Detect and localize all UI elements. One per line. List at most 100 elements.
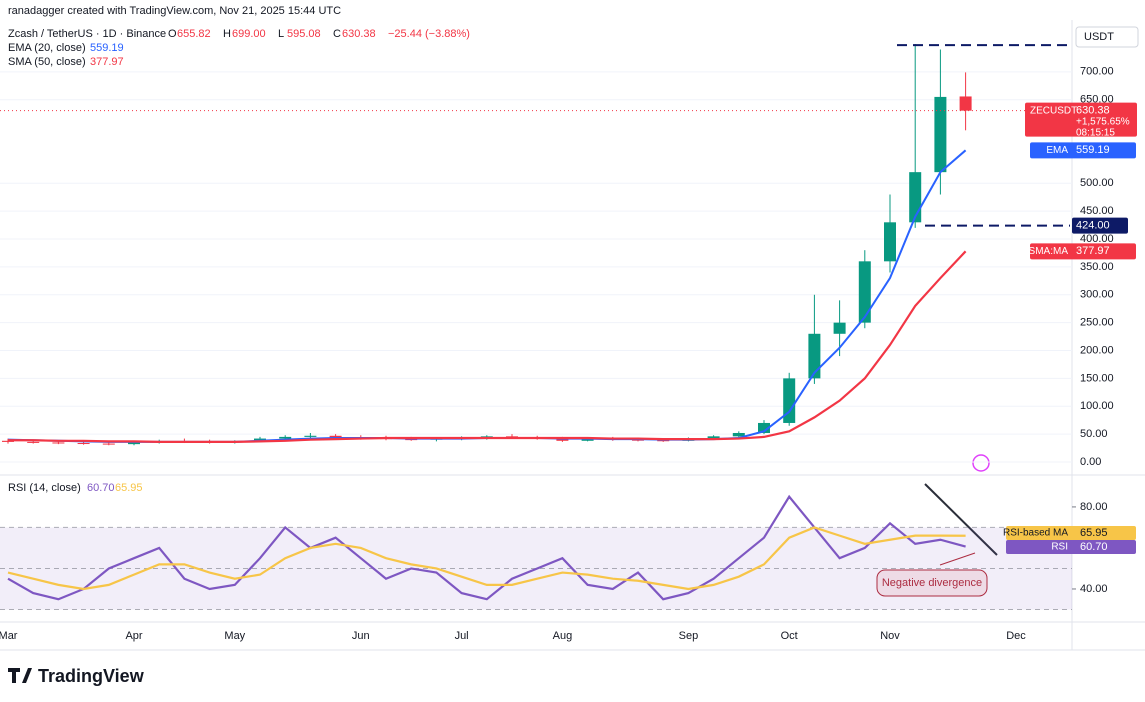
divergence-drawing: Negative divergence bbox=[876, 483, 998, 597]
x-tick-label: Aug bbox=[553, 630, 573, 642]
y-tick-label: 400.00 bbox=[1080, 233, 1114, 245]
x-tick-label: Nov bbox=[880, 630, 900, 642]
ohlc-label: H bbox=[223, 28, 231, 40]
brand: TradingView bbox=[8, 666, 145, 686]
annotation-pointer bbox=[939, 552, 976, 566]
candle-body bbox=[556, 438, 569, 441]
ohlc-label: C bbox=[333, 28, 341, 40]
ohlc-value: 595.08 bbox=[287, 28, 321, 40]
y-tick-label: 0.00 bbox=[1080, 456, 1101, 468]
ohlc-value: 630.38 bbox=[342, 28, 376, 40]
y-tick-label: 450.00 bbox=[1080, 205, 1114, 217]
series-badge-name: EMA bbox=[1046, 145, 1068, 156]
x-tick-label: Apr bbox=[125, 630, 142, 642]
candle-body bbox=[707, 436, 720, 439]
chart-title: Zcash / TetherUS · 1D · Binance bbox=[8, 28, 166, 40]
level-label: 424.00 bbox=[1076, 220, 1110, 232]
level-badge bbox=[1072, 217, 1128, 234]
series-line bbox=[7, 526, 966, 591]
currency-box bbox=[1075, 26, 1139, 48]
candle-body bbox=[329, 435, 342, 438]
series-badge bbox=[1030, 243, 1136, 260]
y-tick-label: 150.00 bbox=[1080, 372, 1114, 384]
candle-body bbox=[128, 442, 140, 445]
candle-body bbox=[304, 435, 317, 437]
candle-body bbox=[405, 439, 418, 441]
candle-body bbox=[632, 439, 644, 441]
legend-value: 559.19 bbox=[90, 42, 124, 54]
candle-body bbox=[506, 436, 518, 438]
currency: USDT bbox=[1084, 31, 1114, 43]
annotation-box bbox=[876, 569, 988, 597]
x-tick-label: Sep bbox=[679, 630, 699, 642]
y-tick-label: 300.00 bbox=[1080, 289, 1114, 301]
brand-name: TradingView bbox=[38, 666, 145, 686]
ohlc-label: O bbox=[168, 28, 177, 40]
candle-body bbox=[934, 96, 947, 173]
candle-body bbox=[2, 440, 14, 442]
series-line bbox=[7, 494, 966, 601]
y-tick-label: 50.00 bbox=[1080, 428, 1108, 440]
candle-body bbox=[858, 261, 871, 323]
candle-body bbox=[833, 322, 846, 334]
series-badge-value: 60.70 bbox=[1080, 541, 1108, 553]
candle-body bbox=[581, 438, 594, 441]
candle-body bbox=[959, 96, 972, 111]
candle-body bbox=[732, 432, 745, 437]
chart-title: RSI (14, close) bbox=[8, 482, 81, 494]
badge-symbol: ZECUSDT bbox=[1030, 105, 1077, 116]
series-badge bbox=[1006, 526, 1136, 540]
badge-change: +1,575.65% bbox=[1076, 116, 1130, 127]
y-tick-label: 350.00 bbox=[1080, 261, 1114, 273]
series-badge-name: SMA:MA bbox=[1029, 246, 1069, 257]
series-badge-name: RSI-based MA bbox=[1003, 528, 1068, 539]
candle-body bbox=[884, 222, 896, 262]
legend-value: 377.97 bbox=[90, 56, 124, 68]
candle-body bbox=[758, 422, 770, 433]
x-tick-label: Oct bbox=[781, 630, 798, 642]
y-tick-label: 80.00 bbox=[1080, 501, 1108, 513]
candle-body bbox=[52, 442, 65, 444]
legend-value: 60.70 bbox=[87, 482, 115, 494]
candle-body bbox=[77, 443, 90, 445]
badge-price: 630.38 bbox=[1076, 105, 1110, 117]
brand-logo bbox=[8, 668, 32, 683]
x-tick-label: Mar bbox=[0, 630, 18, 642]
badge-countdown: 08:15:15 bbox=[1076, 127, 1115, 138]
y-tick-label: 40.00 bbox=[1080, 583, 1108, 595]
rsi-trend-line bbox=[924, 483, 998, 556]
series-badge bbox=[1006, 540, 1136, 554]
legend-name: EMA (20, close) bbox=[8, 42, 86, 54]
series-badge bbox=[1030, 142, 1136, 159]
y-tick-label: 700.00 bbox=[1080, 66, 1114, 78]
annotation: Negative divergence bbox=[882, 577, 982, 589]
ohlc-value: 699.00 bbox=[232, 28, 266, 40]
legend-name: SMA (50, close) bbox=[8, 56, 86, 68]
x-tick-label: Jul bbox=[455, 630, 469, 642]
creator: ranadagger created with TradingView.com,… bbox=[8, 5, 341, 17]
x-tick-label: Dec bbox=[1006, 630, 1026, 642]
ohlc-label: L bbox=[278, 28, 284, 40]
series-badge-name: RSI bbox=[1051, 542, 1068, 553]
y-tick-label: 200.00 bbox=[1080, 344, 1114, 356]
candle-body bbox=[102, 443, 115, 445]
legend: Zcash / TetherUS · 1D · Binance O 655.82 H 6… bbox=[8, 28, 470, 494]
event-icon[interactable] bbox=[972, 454, 990, 472]
candle-body bbox=[657, 440, 670, 442]
legend-value: 65.95 bbox=[115, 482, 143, 494]
series-badge-value: 559.19 bbox=[1076, 144, 1110, 156]
y-tick-label: 500.00 bbox=[1080, 177, 1114, 189]
price-badge bbox=[1025, 102, 1137, 137]
change: −25.44 (−3.88%) bbox=[388, 28, 470, 40]
y-tick-label: 100.00 bbox=[1080, 400, 1114, 412]
ohlc-value: 655.82 bbox=[177, 28, 211, 40]
x-tick-label: Jun bbox=[352, 630, 370, 642]
y-tick-label: 250.00 bbox=[1080, 317, 1114, 329]
candle-body bbox=[783, 378, 796, 423]
candle-body bbox=[808, 333, 821, 379]
candle-body bbox=[27, 441, 40, 443]
candle-body bbox=[279, 436, 292, 439]
series-line bbox=[8, 250, 967, 444]
x-tick-label: May bbox=[224, 630, 245, 642]
